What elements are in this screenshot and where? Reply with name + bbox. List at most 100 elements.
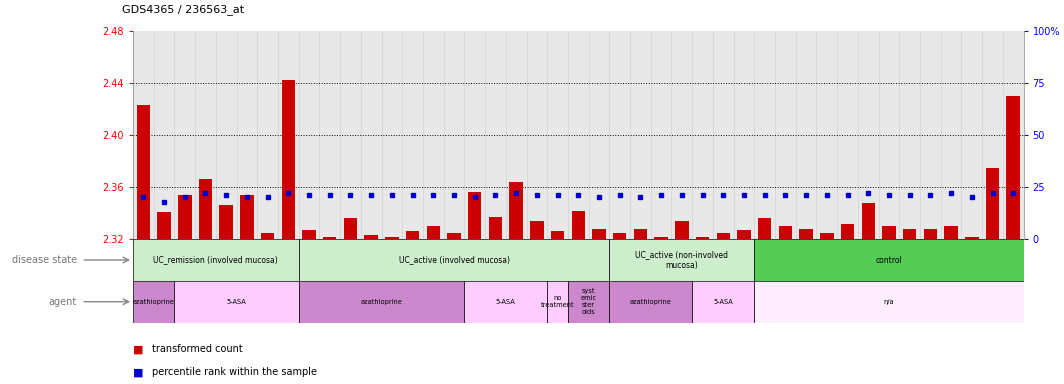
Bar [282, 80, 295, 239]
Bar [427, 226, 440, 239]
Bar [530, 221, 544, 239]
Bar [568, 281, 610, 323]
Bar [299, 31, 319, 239]
Bar [654, 237, 668, 239]
Bar [219, 205, 233, 239]
Bar [299, 239, 610, 281]
Bar [547, 31, 568, 239]
Bar [713, 31, 733, 239]
Bar [361, 31, 382, 239]
Text: percentile rank within the sample: percentile rank within the sample [152, 367, 317, 377]
Bar [174, 31, 195, 239]
Bar [195, 31, 216, 239]
Bar [754, 281, 1024, 323]
Bar [568, 31, 588, 239]
Bar [344, 218, 358, 239]
Bar [796, 31, 816, 239]
Bar [505, 31, 527, 239]
Bar [799, 229, 813, 239]
Bar [551, 231, 564, 239]
Bar [737, 230, 751, 239]
Bar [488, 217, 502, 239]
Bar [903, 229, 916, 239]
Text: azathioprine: azathioprine [361, 299, 402, 305]
Bar [464, 281, 547, 323]
Bar [754, 31, 775, 239]
Bar [588, 31, 610, 239]
Text: syst
emic
ster
oids: syst emic ster oids [581, 288, 597, 315]
Bar [485, 31, 505, 239]
Bar [634, 229, 647, 239]
Bar [547, 281, 568, 323]
Bar [779, 226, 792, 239]
Bar [962, 31, 982, 239]
Bar [319, 31, 340, 239]
Text: ■: ■ [133, 344, 144, 354]
Bar [133, 239, 299, 281]
Bar [613, 233, 627, 239]
Bar [941, 31, 962, 239]
Bar [178, 195, 192, 239]
Bar [630, 31, 651, 239]
Bar [382, 31, 402, 239]
Bar [899, 31, 920, 239]
Text: UC_remission (involved mucosa): UC_remission (involved mucosa) [153, 255, 278, 265]
Bar [405, 231, 419, 239]
Bar [985, 167, 999, 239]
Text: control: control [876, 255, 902, 265]
Text: no
treatment: no treatment [541, 295, 575, 308]
Bar [882, 226, 896, 239]
Bar [1007, 96, 1020, 239]
Bar [236, 31, 257, 239]
Bar [733, 31, 754, 239]
Bar [468, 192, 482, 239]
Bar [240, 195, 253, 239]
Text: azathioprine: azathioprine [133, 299, 174, 305]
Bar [945, 226, 958, 239]
Bar [278, 31, 299, 239]
Text: ■: ■ [133, 367, 144, 377]
Bar [651, 31, 671, 239]
Bar [133, 281, 174, 323]
Bar [216, 31, 236, 239]
Bar [527, 31, 547, 239]
Text: agent: agent [49, 297, 77, 307]
Text: azathioprine: azathioprine [630, 299, 671, 305]
Bar [199, 179, 212, 239]
Text: disease state: disease state [12, 255, 77, 265]
Bar [302, 230, 316, 239]
Bar [879, 31, 899, 239]
Bar [510, 182, 522, 239]
Bar [862, 203, 875, 239]
Bar [153, 31, 174, 239]
Text: UC_active (involved mucosa): UC_active (involved mucosa) [399, 255, 510, 265]
Bar [323, 237, 336, 239]
Bar [464, 31, 485, 239]
Bar [693, 31, 713, 239]
Text: 5-ASA: 5-ASA [496, 299, 516, 305]
Text: GDS4365 / 236563_at: GDS4365 / 236563_at [122, 5, 245, 15]
Bar [858, 31, 879, 239]
Bar [837, 31, 858, 239]
Bar [1003, 31, 1024, 239]
Text: 5-ASA: 5-ASA [227, 299, 247, 305]
Bar [593, 229, 605, 239]
Bar [693, 281, 754, 323]
Text: n/a: n/a [883, 299, 894, 305]
Bar [261, 233, 275, 239]
Bar [610, 281, 693, 323]
Bar [982, 31, 1003, 239]
Bar [257, 31, 278, 239]
Bar [447, 233, 461, 239]
Bar [174, 281, 299, 323]
Bar [671, 31, 693, 239]
Bar [754, 239, 1024, 281]
Bar [775, 31, 796, 239]
Bar [157, 212, 171, 239]
Bar [820, 233, 833, 239]
Bar [423, 31, 444, 239]
Bar [402, 31, 423, 239]
Bar [136, 105, 150, 239]
Text: UC_active (non-involved
mucosa): UC_active (non-involved mucosa) [635, 250, 729, 270]
Bar [675, 221, 688, 239]
